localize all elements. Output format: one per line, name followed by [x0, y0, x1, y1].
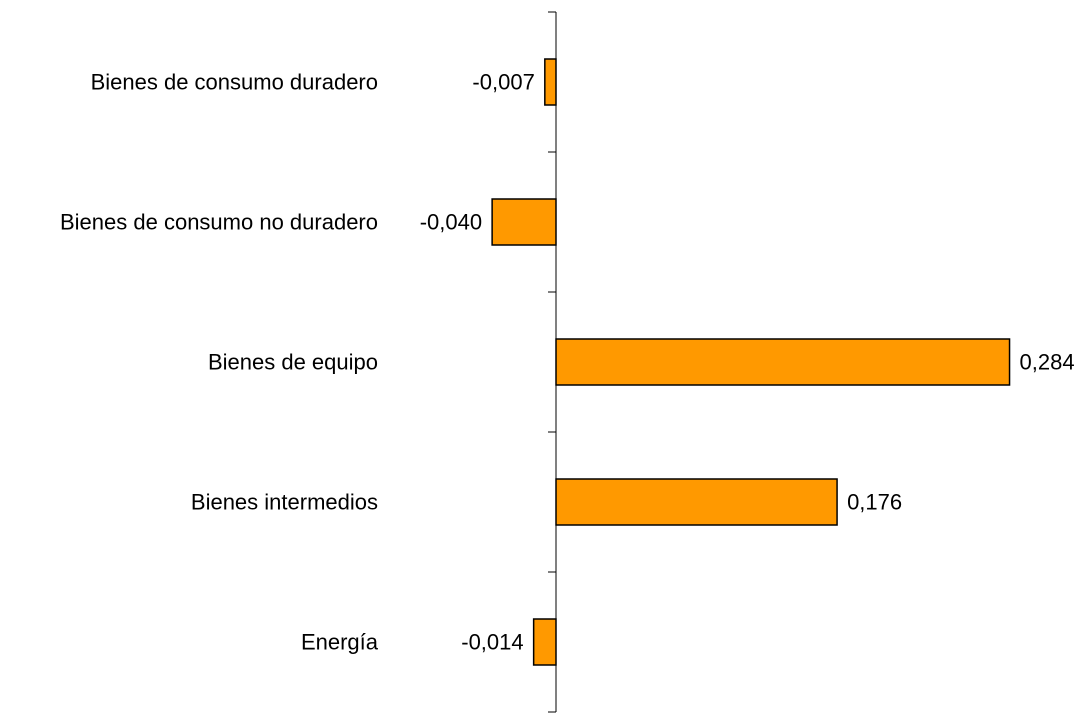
value-labels: -0,007 -0,040 0,284 0,176 -0,014 — [420, 70, 1075, 655]
bar — [555, 478, 838, 526]
bar — [491, 198, 557, 246]
category-label: Bienes de equipo — [208, 350, 378, 375]
category-labels: Bienes de consumo duradero Bienes de cons… — [60, 70, 379, 655]
bar — [544, 58, 557, 106]
bar — [555, 338, 1011, 386]
category-axis-ticks — [548, 11, 556, 713]
category-label: Energía — [301, 630, 379, 655]
bars-group — [491, 58, 1011, 666]
bar — [532, 618, 557, 666]
value-label: -0,040 — [420, 210, 482, 235]
value-label: -0,014 — [461, 630, 523, 655]
category-label: Bienes intermedios — [191, 490, 378, 515]
category-label: Bienes de consumo no duradero — [60, 210, 378, 235]
category-label: Bienes de consumo duradero — [91, 70, 378, 95]
value-label: 0,284 — [1020, 350, 1075, 375]
value-label: -0,007 — [472, 70, 534, 95]
value-label: 0,176 — [847, 490, 902, 515]
